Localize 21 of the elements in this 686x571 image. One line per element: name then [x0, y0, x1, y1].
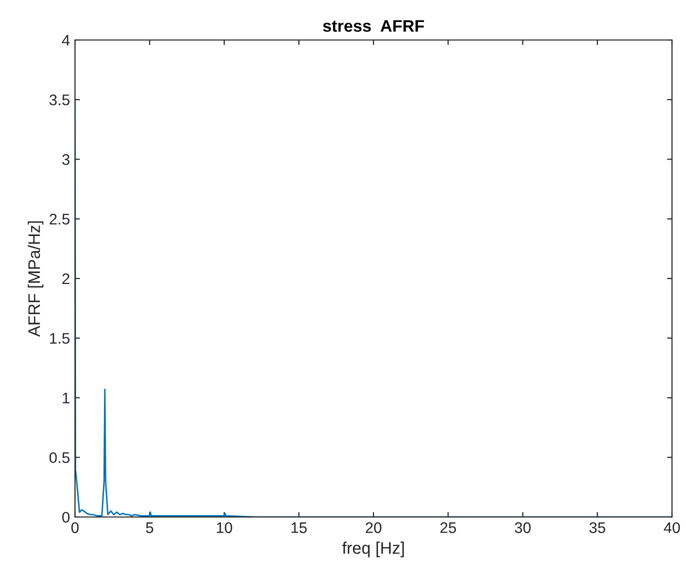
chart-title: stress AFRF: [322, 20, 424, 32]
x-tick-label: 25: [440, 522, 456, 534]
y-tick-label: 3.5: [49, 94, 70, 106]
y-tick-label: 0.5: [50, 452, 70, 464]
y-tick-label: 1.5: [50, 333, 70, 344]
y-tick-label: 2.5: [50, 214, 70, 225]
x-tick-label: 5: [146, 522, 154, 534]
y-axis-title: AFRF [MPa/Hz]: [28, 221, 44, 337]
y-tick-label: 3: [62, 154, 70, 165]
y-tick-label: 2: [62, 273, 70, 284]
x-tick-label: 10: [216, 522, 232, 534]
y-tick-label: 4: [62, 35, 70, 46]
x-tick-label: 0: [71, 522, 79, 534]
x-tick-label: 20: [366, 522, 382, 534]
x-tick-label: 40: [664, 522, 680, 534]
x-tick-label: 15: [292, 522, 307, 534]
y-tick-label: 0: [62, 512, 70, 523]
x-tick-label: 35: [589, 522, 606, 534]
x-axis-title: freq [Hz]: [342, 542, 404, 558]
x-tick-label: 30: [514, 522, 531, 534]
y-tick-label: 1: [62, 392, 70, 404]
